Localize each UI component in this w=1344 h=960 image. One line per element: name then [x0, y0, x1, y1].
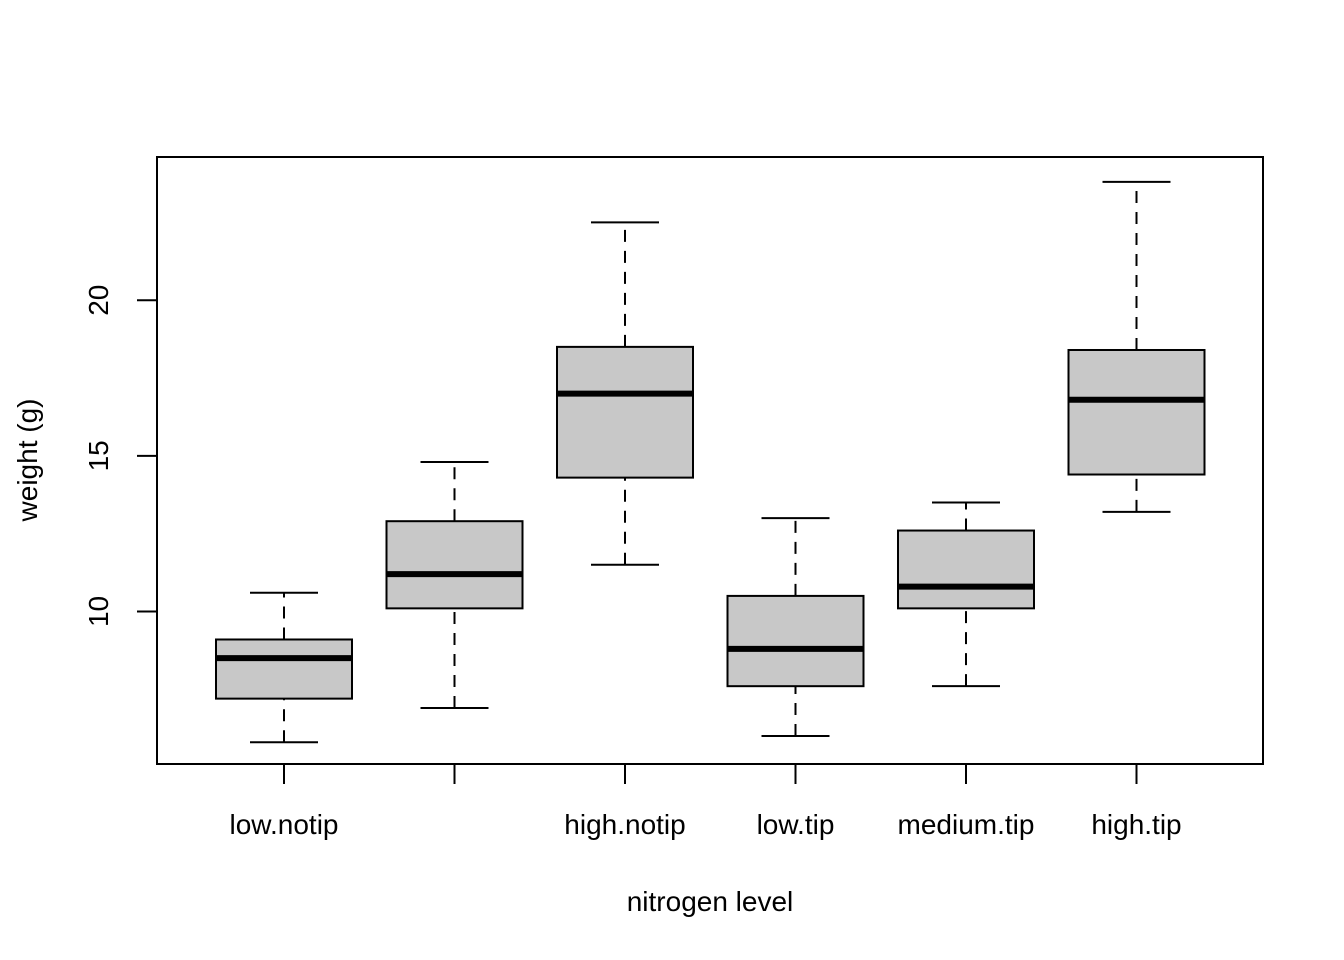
iqr-box: [385, 520, 524, 610]
y-tick-label: 10: [83, 596, 114, 627]
iqr-box: [726, 594, 865, 688]
x-axis-title: nitrogen level: [627, 886, 794, 917]
box-high.tip: [1067, 180, 1206, 513]
boxes-group: [215, 180, 1206, 744]
y-axis-title: weight (g): [12, 399, 43, 523]
box-low.notip: [215, 591, 353, 744]
x-tick-label: high.tip: [1091, 809, 1181, 840]
box-group-2: [385, 461, 524, 709]
iqr-box: [556, 345, 694, 479]
box-low.tip: [726, 517, 865, 737]
x-tick-label: low.notip: [230, 809, 339, 840]
x-tick-label: high.notip: [564, 809, 685, 840]
iqr-box: [1067, 348, 1206, 476]
x-tick-label: low.tip: [757, 809, 835, 840]
y-tick-label: 20: [83, 285, 114, 316]
iqr-box: [897, 529, 1035, 610]
x-axis: low.notip high.notip low.tip medium.tip high…: [230, 764, 1182, 840]
x-tick-label: medium.tip: [898, 809, 1035, 840]
box-medium.tip: [897, 501, 1035, 688]
box-high.notip: [556, 221, 694, 566]
y-axis: 10 15 20: [83, 285, 158, 627]
y-tick-label: 15: [83, 440, 114, 471]
iqr-box: [215, 638, 353, 700]
